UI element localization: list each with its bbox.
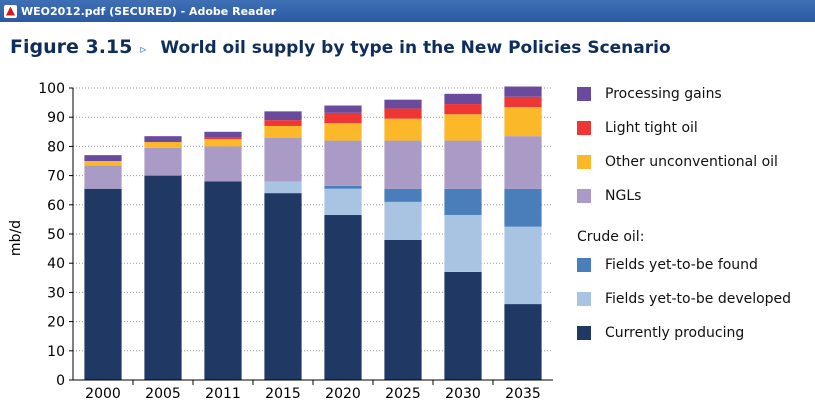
bar-segment: [324, 123, 362, 141]
bar-segment: [204, 146, 242, 182]
bar-segment: [204, 137, 242, 140]
bar-segment: [324, 105, 362, 113]
legend-crude-oil-heading: Crude oil:: [577, 229, 645, 245]
legend-label: Light tight oil: [605, 120, 698, 136]
triangle-arrow-icon: ▹: [140, 42, 147, 56]
bar-segment: [324, 188, 362, 216]
bar-segment: [384, 239, 422, 380]
bar-segment: [264, 181, 302, 194]
legend-item-light-tight-oil: Light tight oil: [577, 120, 698, 136]
bar-segment: [444, 114, 482, 141]
bar-segment: [444, 93, 482, 105]
x-tick-label: 2020: [325, 386, 361, 402]
y-tick-label: 50: [47, 227, 65, 243]
bar-segment: [384, 99, 422, 109]
bar-segment: [84, 165, 122, 189]
bar-segment: [264, 111, 302, 121]
bar-segment: [264, 137, 302, 182]
legend-label: Currently producing: [605, 325, 745, 341]
legend-label: Fields yet-to-be developed: [605, 291, 792, 307]
figure-heading: Figure 3.15 ▹ World oil supply by type i…: [10, 36, 671, 58]
y-tick-label: 10: [47, 344, 65, 360]
bar-segment: [444, 140, 482, 189]
bar-segment: [324, 112, 362, 124]
legend-label: Other unconventional oil: [605, 154, 778, 170]
bar-segment: [84, 155, 122, 161]
bar-segment: [144, 142, 182, 148]
x-tick-label: 2000: [85, 386, 121, 402]
y-axis-title: mb/d: [8, 220, 24, 256]
bar-segment: [504, 86, 542, 97]
bar-segment: [144, 175, 182, 380]
x-tick-label: 2005: [145, 386, 181, 402]
y-tick-label: 20: [47, 315, 65, 331]
bar-segment: [504, 304, 542, 380]
bar-segment: [384, 201, 422, 240]
bar-segment: [204, 181, 242, 380]
bar-segment: [444, 271, 482, 380]
bar-segment: [264, 125, 302, 138]
x-tick-label: 2035: [505, 386, 541, 402]
bar-segment: [504, 226, 542, 305]
bar-segment: [324, 215, 362, 380]
legend-item-fields-yet-to-be-found: Fields yet-to-be found: [577, 257, 758, 273]
bar-segment: [84, 161, 122, 166]
y-tick-label: 0: [56, 373, 65, 389]
figure-number: Figure 3.15: [10, 36, 133, 58]
legend-swatch: [577, 292, 591, 306]
bar-segment: [384, 108, 422, 119]
legend-swatch: [577, 326, 591, 340]
legend-swatch: [577, 121, 591, 135]
legend-item-currently-producing: Currently producing: [577, 325, 744, 341]
bar-segment: [324, 185, 362, 189]
legend-item-ngls: NGLs: [577, 188, 641, 204]
legend-label: Fields yet-to-be found: [605, 257, 758, 273]
bar-segment: [444, 188, 482, 216]
bar-segment: [204, 131, 242, 138]
bar-segment: [324, 140, 362, 186]
legend-item-processing-gains: Processing gains: [577, 86, 722, 102]
y-tick-label: 70: [47, 169, 65, 185]
y-tick-label: 40: [47, 256, 65, 272]
window-title: WEO2012.pdf (SECURED) - Adobe Reader: [21, 4, 277, 18]
legend-swatch: [577, 189, 591, 203]
bar-segment: [504, 96, 542, 107]
bar-segment: [444, 215, 482, 272]
bar-segment: [504, 136, 542, 189]
adobe-reader-icon: [4, 4, 17, 18]
legend-swatch: [577, 87, 591, 101]
legend-item-other-unconventional-oil: Other unconventional oil: [577, 154, 778, 170]
bar-segment: [384, 140, 422, 189]
figure-title: World oil supply by type in the New Poli…: [160, 38, 671, 58]
bar-segment: [504, 106, 542, 137]
y-tick-label: 30: [47, 285, 65, 301]
y-tick-label: 80: [47, 139, 65, 155]
bar-segment: [504, 188, 542, 227]
x-tick-label: 2030: [445, 386, 481, 402]
x-tick-label: 2025: [385, 386, 421, 402]
bar-segment: [144, 147, 182, 176]
y-tick-label: 100: [38, 81, 65, 97]
x-tick-label: 2011: [205, 386, 241, 402]
y-tick-label: 60: [47, 198, 65, 214]
legend-item-fields-yet-to-be-developed: Fields yet-to-be developed: [577, 291, 791, 307]
x-tick-label: 2015: [265, 386, 301, 402]
bar-segment: [264, 120, 302, 126]
bar-segment: [144, 136, 182, 143]
bar-segment: [444, 104, 482, 115]
legend-swatch: [577, 258, 591, 272]
legend-label: NGLs: [605, 188, 642, 204]
window-titlebar[interactable]: WEO2012.pdf (SECURED) - Adobe Reader: [0, 0, 815, 22]
legend-swatch: [577, 155, 591, 169]
y-tick-label: 90: [47, 110, 65, 126]
bar-segment: [384, 188, 422, 202]
bar-segment: [264, 193, 302, 380]
bar-segment: [384, 118, 422, 141]
bar-segment: [204, 139, 242, 147]
bar-segment: [84, 188, 122, 380]
legend-label: Processing gains: [605, 86, 722, 102]
